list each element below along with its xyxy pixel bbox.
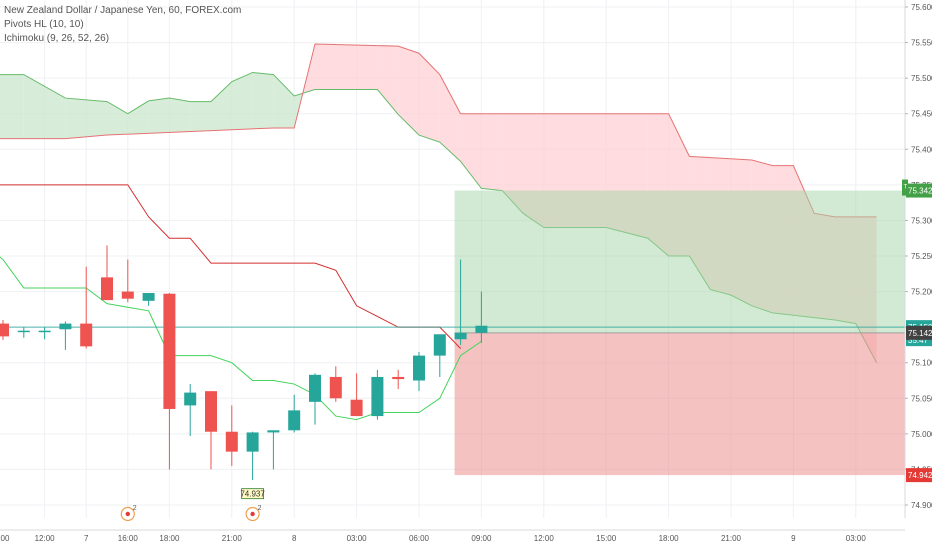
countdown-badge: 35:47 (908, 336, 929, 345)
kumo-cloud-segment (231, 72, 253, 130)
candle-body[interactable] (433, 334, 446, 356)
kumo-cloud-segment (419, 53, 440, 143)
candle-body[interactable] (101, 277, 113, 301)
time-tick-label: 09:00 (471, 534, 492, 543)
time-tick-label: 03:00 (347, 534, 368, 543)
candle-body[interactable] (38, 330, 51, 333)
kumo-cloud-segment (107, 101, 128, 136)
price-tick-label: 75.050 (911, 394, 932, 403)
kumo-cloud-segment (315, 43, 378, 90)
price-tick-label: 74.900 (911, 501, 932, 510)
kumo-cloud-segment (398, 46, 419, 136)
entry-badge-bg (906, 325, 932, 340)
kumo-cloud-segment (148, 98, 170, 134)
target-flag-label: T (904, 185, 908, 191)
stop-badge-bg (906, 468, 932, 483)
candle-body[interactable] (17, 330, 30, 333)
legend: New Zealand Dollar / Japanese Yen, 60, F… (4, 4, 241, 46)
candle-body[interactable] (329, 376, 342, 399)
candle-body[interactable] (350, 399, 363, 417)
price-tick-label: 75.600 (911, 3, 932, 12)
entry-badge: 75.142 (908, 329, 932, 338)
candle-body[interactable] (475, 325, 488, 333)
price-tick-label: 75.550 (911, 39, 932, 48)
candle-body[interactable] (142, 292, 155, 301)
time-tick-label: 18:00 (659, 534, 680, 543)
kumo-cloud-segment (502, 113, 523, 214)
kumo-cloud-segment (460, 113, 482, 189)
tenkan-line (0, 256, 482, 421)
kumo-cloud-segment (0, 74, 24, 139)
candle-body[interactable] (392, 376, 405, 380)
candle-body[interactable] (413, 355, 425, 381)
price-tick-label: 75.250 (911, 252, 932, 261)
time-tick-label: 21:00 (721, 534, 742, 543)
kumo-cloud-segment (252, 72, 274, 129)
kumo-cloud-segment (377, 45, 399, 115)
candle-body[interactable] (80, 323, 93, 347)
time-tick-label: 9 (791, 534, 796, 543)
kumo-span-b-line (0, 43, 877, 218)
time-tick-label: 15:00 (596, 534, 617, 543)
time-tick-label: 7 (84, 534, 89, 543)
event-marker-dot (250, 511, 255, 517)
kumo-cloud-segment (439, 74, 461, 162)
time-tick-label: 12:00 (534, 534, 555, 543)
candle-body[interactable] (0, 323, 9, 337)
price-tick-label: 75.100 (911, 359, 932, 368)
candle-body[interactable] (371, 376, 384, 417)
candle-body[interactable] (163, 293, 176, 409)
time-tick-label: 8 (292, 534, 297, 543)
price-tick-label: 75.200 (911, 288, 932, 297)
position-loss-zone[interactable] (454, 332, 905, 476)
kumo-cloud-segment (481, 113, 503, 191)
price-tick-label: 75.450 (911, 110, 932, 119)
time-tick-label: 18:00 (159, 534, 180, 543)
target-badge: 75.342 (908, 187, 932, 196)
position-profit-zone[interactable] (454, 190, 905, 333)
time-tick-label: 12:00 (35, 534, 56, 543)
kumo-cloud-segment (65, 98, 107, 139)
price-tick-label: 75.300 (911, 216, 932, 225)
kumo-cloud-segment (127, 100, 149, 135)
time-tick-label: 00 (1, 534, 10, 543)
event-marker-count: 2 (258, 505, 262, 512)
time-tick-label: 16:00 (118, 534, 139, 543)
event-marker-dot (125, 511, 130, 517)
event-marker-count: 2 (133, 505, 137, 512)
legend-pivots[interactable]: Pivots HL (10, 10) (4, 19, 84, 30)
legend-ichimoku[interactable]: Ichimoku (9, 26, 52, 26) (4, 33, 110, 44)
time-tick-label: 03:00 (846, 534, 867, 543)
legend-symbol[interactable]: New Zealand Dollar / Japanese Yen, 60, F… (4, 5, 242, 16)
candle-body[interactable] (205, 391, 217, 432)
candle-body[interactable] (225, 431, 238, 452)
target-badge-bg (906, 183, 932, 198)
kumo-cloud-segment (169, 98, 191, 133)
price-tick-label: 75.400 (911, 145, 932, 154)
kumo-cloud-segment (211, 81, 232, 131)
price-tick-label: 75.000 (911, 430, 932, 439)
price-axis-bg (905, 0, 932, 550)
candle-body[interactable] (59, 323, 72, 330)
time-tick-label: 21:00 (222, 534, 243, 543)
candle-body[interactable] (121, 291, 134, 299)
candle-body[interactable] (309, 374, 321, 402)
kumo-cloud-segment (273, 74, 295, 128)
kumo-cloud-segment (190, 101, 211, 132)
candle-body[interactable] (267, 430, 280, 433)
target-flag (902, 179, 908, 196)
candle-body[interactable] (288, 410, 301, 431)
candle-body[interactable] (454, 332, 467, 340)
stop-badge: 74.942 (908, 471, 932, 480)
price-tick-label: 75.500 (911, 74, 932, 83)
candle-body[interactable] (246, 432, 259, 452)
pivot-low-box (241, 488, 265, 500)
time-tick-label: 06:00 (409, 534, 430, 543)
kumo-cloud-segment (23, 74, 66, 139)
pivot-low-label: 74.937 (240, 490, 265, 499)
candle-body[interactable] (184, 392, 197, 406)
